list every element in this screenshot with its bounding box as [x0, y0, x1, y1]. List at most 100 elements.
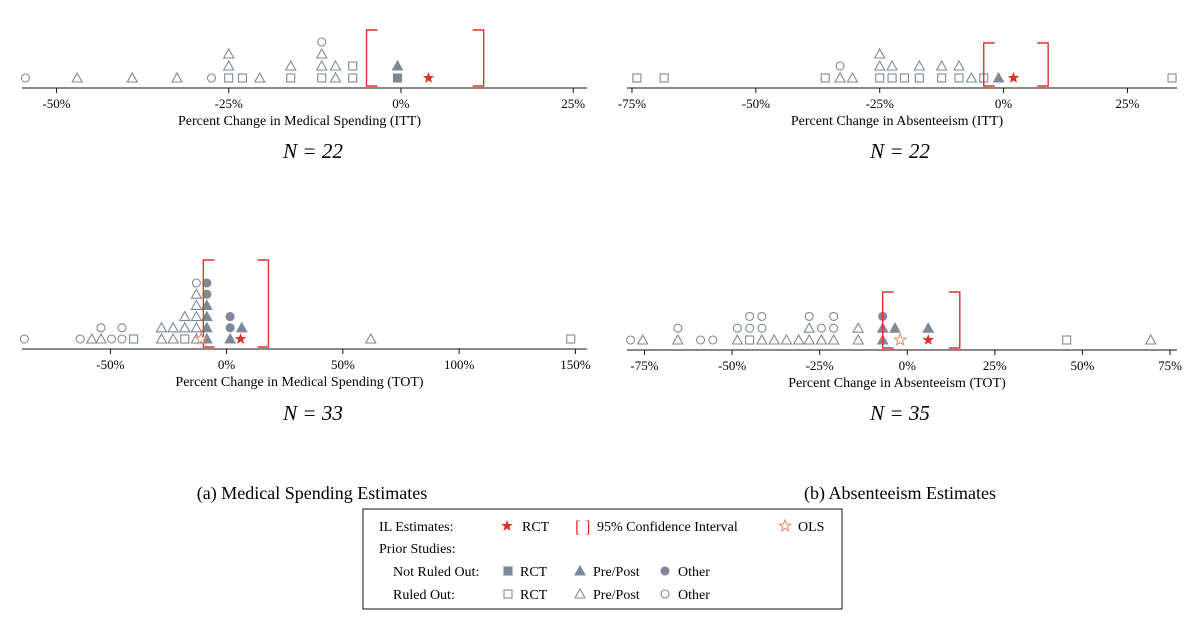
ci-left-bracket — [365, 29, 378, 87]
ci-right-bracket — [1037, 42, 1049, 87]
data-point-triangle-ruled-out — [852, 322, 865, 333]
data-point-circle-ruled-out — [816, 323, 826, 333]
data-point-triangle-ruled-out — [953, 59, 965, 71]
legend-frame — [362, 508, 843, 610]
data-point-triangle-ruled-out — [636, 333, 649, 345]
data-point-triangle-ruled-out — [792, 333, 805, 345]
x-axis-title: Percent Change in Absenteeism (TOT) — [788, 376, 1006, 391]
ci-right-bracket — [948, 291, 961, 349]
data-point-circle-not-ruled-out — [225, 323, 235, 333]
data-point-circle-ruled-out — [106, 334, 117, 344]
legend-prior-studies-label: Prior Studies: — [379, 542, 456, 557]
x-tick-label: 25% — [561, 96, 585, 111]
legend-nro-rct-label: RCT — [520, 565, 548, 580]
x-tick-label: 25% — [983, 358, 1007, 373]
n-label-abs-tot: N = 35 — [869, 401, 930, 425]
il-rct-estimate-star — [922, 334, 934, 345]
x-tick-label: -25% — [866, 96, 894, 111]
legend-rct-star — [501, 520, 513, 531]
x-tick-label: 150% — [560, 357, 591, 372]
legend-not-ruled-out-label: Not Ruled Out: — [393, 565, 479, 580]
data-point-triangle-not-ruled-out — [200, 310, 213, 322]
data-point-triangle-ruled-out — [827, 333, 840, 345]
il-rct-estimate-star — [422, 72, 435, 83]
caption-absenteeism: (b) Absenteeism Estimates — [804, 483, 996, 504]
legend: IL Estimates: RCT [ ] 95% Confidence Int… — [362, 508, 843, 610]
legend-filled-circle-icon — [660, 566, 670, 576]
il-ols-estimate-star — [893, 332, 908, 347]
panels: -50% -25% 0% 25% Percent Change in Medical S… — [19, 29, 1182, 391]
data-point-square-ruled-out — [1062, 335, 1072, 345]
legend-rct-star-icon — [501, 520, 513, 531]
data-point-square-ruled-out — [745, 335, 755, 345]
data-point-circle-ruled-out — [117, 334, 127, 344]
data-point-triangle-ruled-out — [222, 47, 235, 59]
data-point-triangle-ruled-out — [755, 333, 768, 345]
data-point-circle-ruled-out — [117, 323, 127, 333]
data-point-triangle-ruled-out — [167, 332, 180, 344]
il-rct-estimate-star — [234, 333, 247, 344]
data-point-square-ruled-out — [632, 73, 642, 83]
data-point-triangle-ruled-out — [178, 321, 191, 333]
data-point-triangle-ruled-out — [155, 332, 168, 344]
data-point-square-ruled-out — [129, 334, 139, 344]
data-point-circle-not-ruled-out — [225, 312, 235, 322]
data-point-triangle-not-ruled-out — [200, 321, 213, 333]
data-point-triangle-not-ruled-out — [391, 59, 404, 71]
legend-ols-star-icon — [777, 518, 793, 533]
data-point-triangle-ruled-out — [834, 71, 846, 83]
n-label-spend-itt: N = 22 — [282, 139, 343, 163]
data-point-circle-ruled-out — [96, 323, 106, 333]
data-point-triangle-ruled-out — [167, 321, 180, 333]
x-tick-label: 0% — [392, 96, 410, 111]
il-ols-estimate-star — [193, 331, 209, 346]
data-point-circle-ruled-out — [696, 335, 706, 345]
data-point-triangle-not-ruled-out — [200, 299, 213, 310]
ci-left-bracket — [202, 259, 215, 348]
data-point-triangle-not-ruled-out — [992, 71, 1005, 83]
x-tick-label: -50% — [42, 96, 70, 111]
x-tick-label: 0% — [899, 358, 917, 373]
legend-marker — [574, 564, 586, 576]
data-point-triangle-ruled-out — [852, 333, 865, 345]
data-point-square-ruled-out — [887, 73, 897, 83]
data-point-circle-ruled-out — [708, 335, 718, 345]
data-point-triangle-ruled-out — [190, 288, 203, 299]
data-point-square-not-ruled-out — [392, 73, 403, 83]
data-point-triangle-ruled-out — [671, 333, 684, 345]
data-point-circle-ruled-out — [20, 73, 30, 83]
panel-spend-itt: -50% -25% 0% 25% Percent Change in Medical S… — [20, 29, 587, 129]
data-point-circle-ruled-out — [745, 311, 755, 321]
data-point-square-ruled-out — [875, 73, 885, 83]
data-point-square-ruled-out — [317, 73, 327, 83]
data-point-triangle-ruled-out — [913, 59, 926, 71]
x-tick-label: 25% — [1116, 96, 1140, 111]
data-point-circle-ruled-out — [317, 37, 327, 47]
data-point-square-ruled-out — [180, 334, 190, 344]
data-point-triangle-ruled-out — [315, 59, 328, 71]
data-point-square-ruled-out — [286, 73, 296, 83]
data-point-circle-ruled-out — [625, 335, 636, 345]
data-point-circle-ruled-out — [835, 61, 845, 71]
data-point-triangle-not-ruled-out — [922, 322, 935, 333]
legend-ruled-out-label: Ruled Out: — [393, 588, 455, 603]
legend-nro-prepost-label: Pre/Post — [593, 565, 640, 580]
x-axis-title: Percent Change in Absenteeism (ITT) — [791, 114, 1004, 129]
data-point-triangle-ruled-out — [178, 310, 191, 322]
data-point-triangle-ruled-out — [1144, 333, 1157, 345]
data-point-square-ruled-out — [914, 73, 924, 83]
data-point-triangle-ruled-out — [71, 71, 84, 83]
data-point-circle-ruled-out — [829, 311, 839, 321]
x-tick-label: -50% — [742, 96, 770, 111]
data-point-triangle-ruled-out — [190, 310, 203, 322]
data-point-triangle-ruled-out — [815, 333, 828, 345]
data-point-triangle-ruled-out — [284, 59, 297, 71]
legend-ci-bracket-icon: [ ] — [575, 517, 591, 536]
legend-il-estimates-label: IL Estimates: — [379, 520, 454, 535]
data-point-square-ruled-out — [566, 334, 576, 344]
ci-left-bracket — [882, 291, 894, 349]
data-point-triangle-ruled-out — [95, 332, 107, 344]
data-point-triangle-not-ruled-out — [224, 332, 237, 344]
x-tick-label: -75% — [630, 358, 658, 373]
data-point-square-ruled-out — [348, 73, 358, 83]
